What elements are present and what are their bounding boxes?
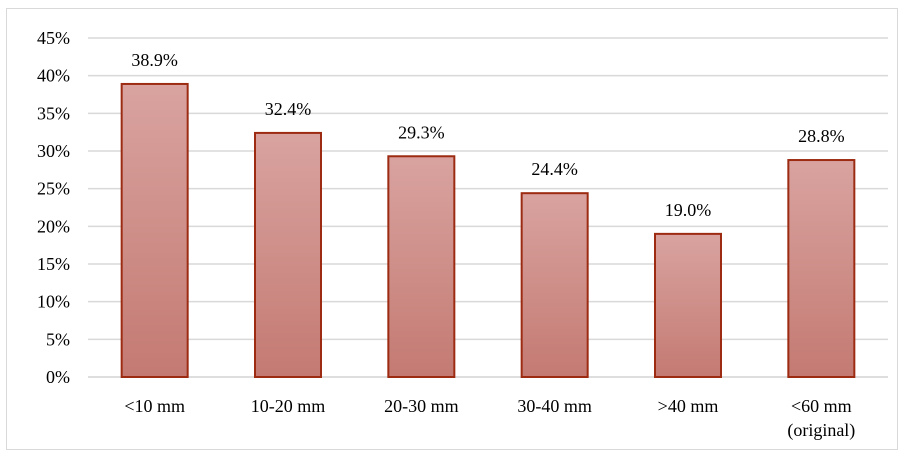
x-tick-label: <10 mm — [124, 396, 185, 416]
data-label: 24.4% — [531, 159, 578, 179]
data-label: 38.9% — [131, 50, 178, 70]
x-tick-label: >40 mm — [658, 396, 719, 416]
bar — [387, 155, 456, 378]
y-tick-label: 0% — [46, 367, 70, 387]
bar — [120, 82, 189, 378]
x-tick-label: 30-40 mm — [517, 396, 592, 416]
data-label: 28.8% — [798, 126, 845, 146]
y-tick-label: 45% — [37, 28, 70, 48]
y-tick-label: 10% — [37, 292, 70, 312]
y-tick-label: 5% — [46, 329, 70, 349]
data-label: 32.4% — [265, 99, 312, 119]
data-label: 29.3% — [398, 122, 445, 142]
y-tick-label: 15% — [37, 254, 70, 274]
x-tick-label: 20-30 mm — [384, 396, 459, 416]
y-tick-label: 30% — [37, 141, 70, 161]
y-axis-ticks: 0% 5% 10% 15% 20% 25% 30% 35% 40% 45% — [37, 28, 70, 387]
x-tick-label: <60 mm (original) — [787, 396, 855, 441]
gridlines — [88, 37, 888, 378]
data-label: 19.0% — [665, 200, 712, 220]
bar — [254, 131, 322, 378]
bar — [787, 159, 856, 378]
x-tick-label: 10-20 mm — [251, 396, 326, 416]
data-labels: 38.9% 32.4% 29.3% 24.4% 19.0% 28.8% — [131, 50, 844, 220]
x-axis-labels: <10 mm 10-20 mm 20-30 mm 30-40 mm >40 mm <60 … — [124, 396, 855, 441]
y-tick-label: 25% — [37, 179, 70, 199]
y-tick-label: 20% — [37, 216, 70, 236]
bar — [654, 232, 722, 378]
y-tick-label: 40% — [37, 66, 70, 86]
bar — [520, 192, 589, 378]
y-tick-label: 35% — [37, 103, 70, 123]
bars — [120, 82, 856, 378]
